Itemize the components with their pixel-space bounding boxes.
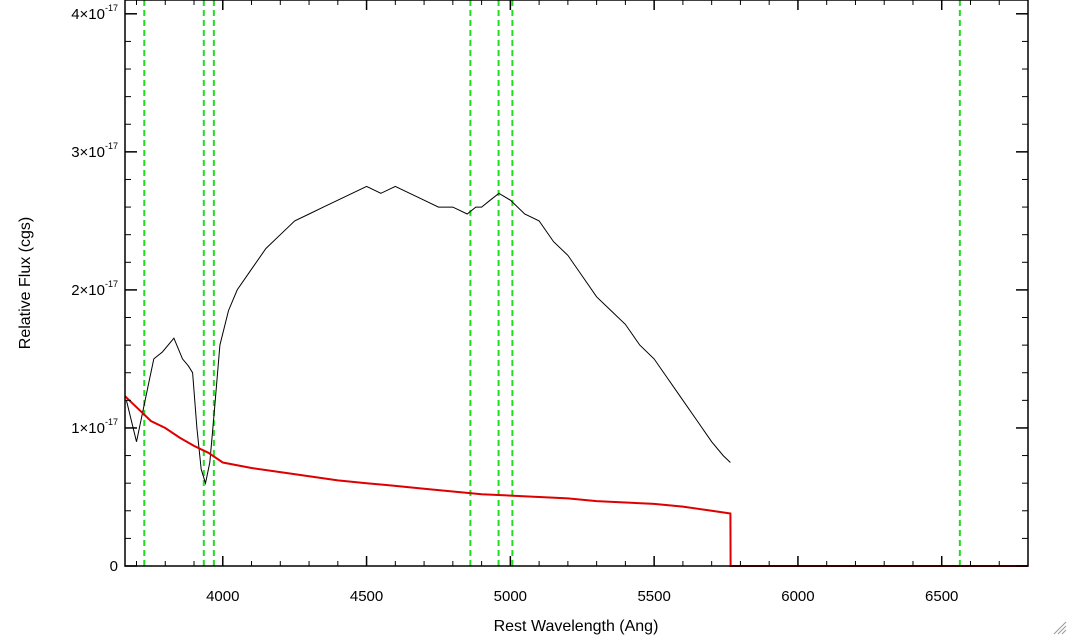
y-tick-label: 4×10-17 (71, 3, 118, 23)
x-tick-label: 5500 (637, 588, 670, 605)
resize-grip-icon (1053, 621, 1067, 635)
x-tick-label: 4000 (206, 588, 239, 605)
x-tick-label: 4500 (350, 588, 383, 605)
series-line-1 (124, 395, 1028, 567)
axis-ticks (125, 0, 1029, 567)
y-tick-label: 0 (110, 558, 118, 575)
x-axis-title: Rest Wavelength (Ang) (494, 618, 659, 635)
y-tick-label: 3×10-17 (71, 141, 118, 161)
series-layer (124, 185, 1028, 567)
x-tick-label: 6500 (925, 588, 958, 605)
x-tick-label: 6000 (781, 588, 814, 605)
y-axis-title: Relative Flux (cgs) (17, 217, 34, 349)
tick-labels: 4000 4500 5000 5500 6000 6500 0 1×10-17 2×10-17 3… (71, 3, 958, 605)
x-tick-label: 5000 (494, 588, 527, 605)
plot-frame (124, 0, 1029, 567)
y-tick-label: 1×10-17 (71, 417, 118, 437)
y-tick-label: 2×10-17 (71, 279, 118, 299)
series-line-0 (125, 185, 731, 486)
reference-lines (143, 0, 961, 566)
